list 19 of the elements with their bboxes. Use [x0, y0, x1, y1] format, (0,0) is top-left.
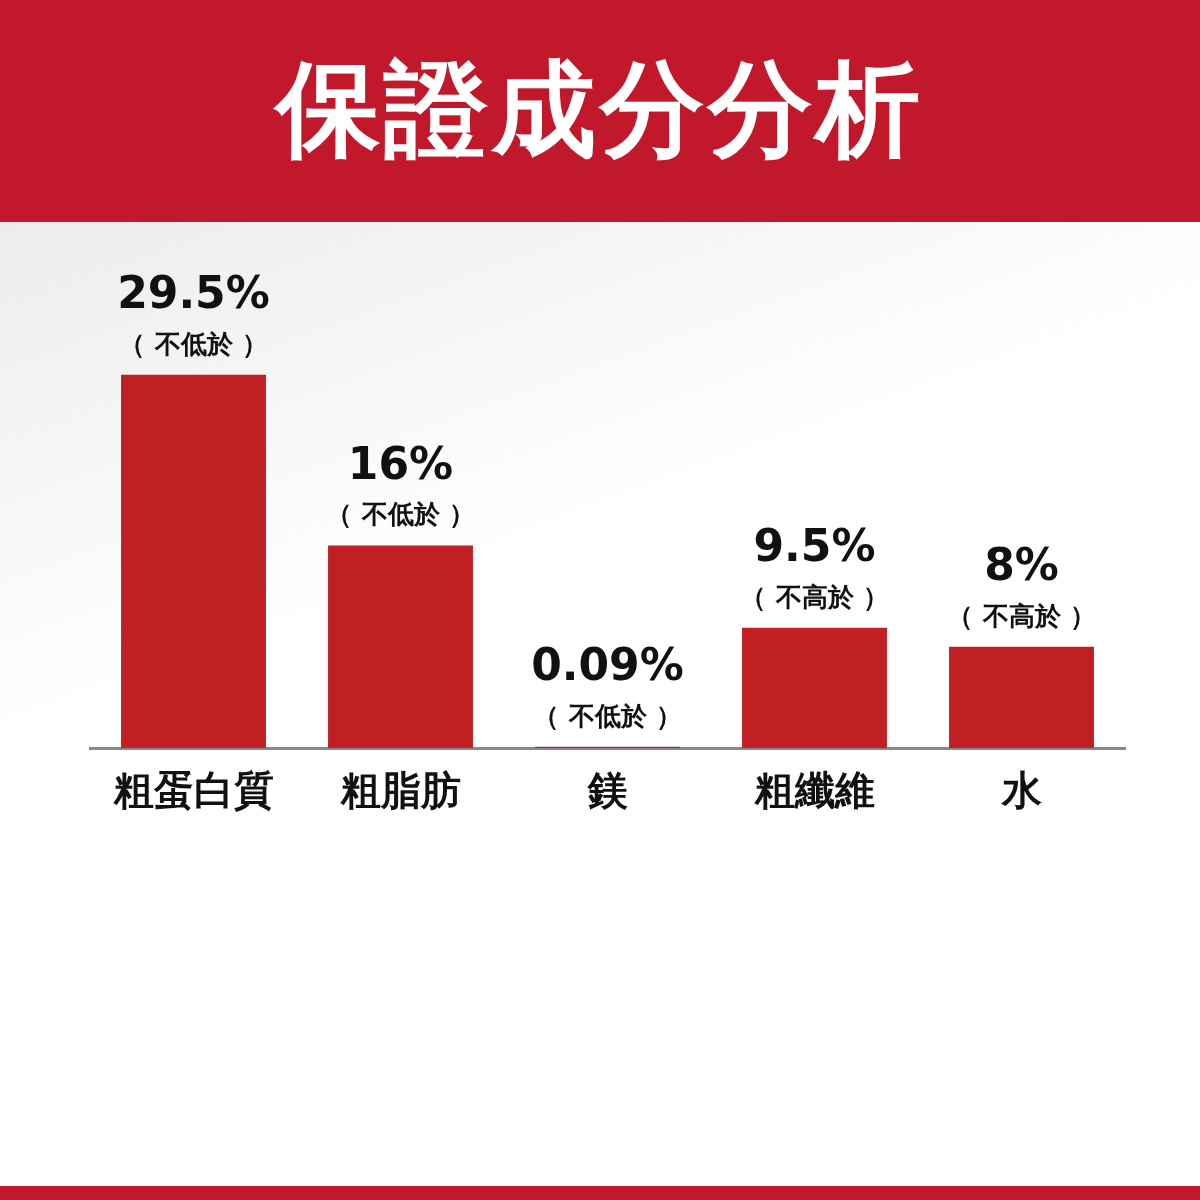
data-label: 16%	[347, 438, 454, 490]
data-label: 0.09%	[531, 639, 684, 691]
bar	[742, 627, 887, 748]
annotation: （ 不高於 ）	[947, 600, 1096, 631]
annotation: （ 不低於 ）	[326, 499, 475, 530]
data-label: 8%	[984, 539, 1059, 591]
x-tick-label: 粗脂肪	[339, 767, 461, 814]
data-label: 9.5%	[753, 520, 876, 572]
x-tick-label: 鎂	[586, 767, 628, 814]
annotation: （ 不低於 ）	[533, 700, 682, 731]
x-tick-label: 水	[999, 767, 1042, 814]
bar	[949, 646, 1094, 748]
annotation: （ 不高於 ）	[740, 581, 889, 612]
data-label: 29.5%	[117, 267, 270, 319]
x-tick-label: 粗蛋白質	[112, 767, 274, 814]
bar	[121, 374, 266, 748]
annotation: （ 不低於 ）	[119, 328, 268, 359]
x-tick-label: 粗纖維	[753, 767, 875, 814]
bar	[328, 545, 473, 748]
